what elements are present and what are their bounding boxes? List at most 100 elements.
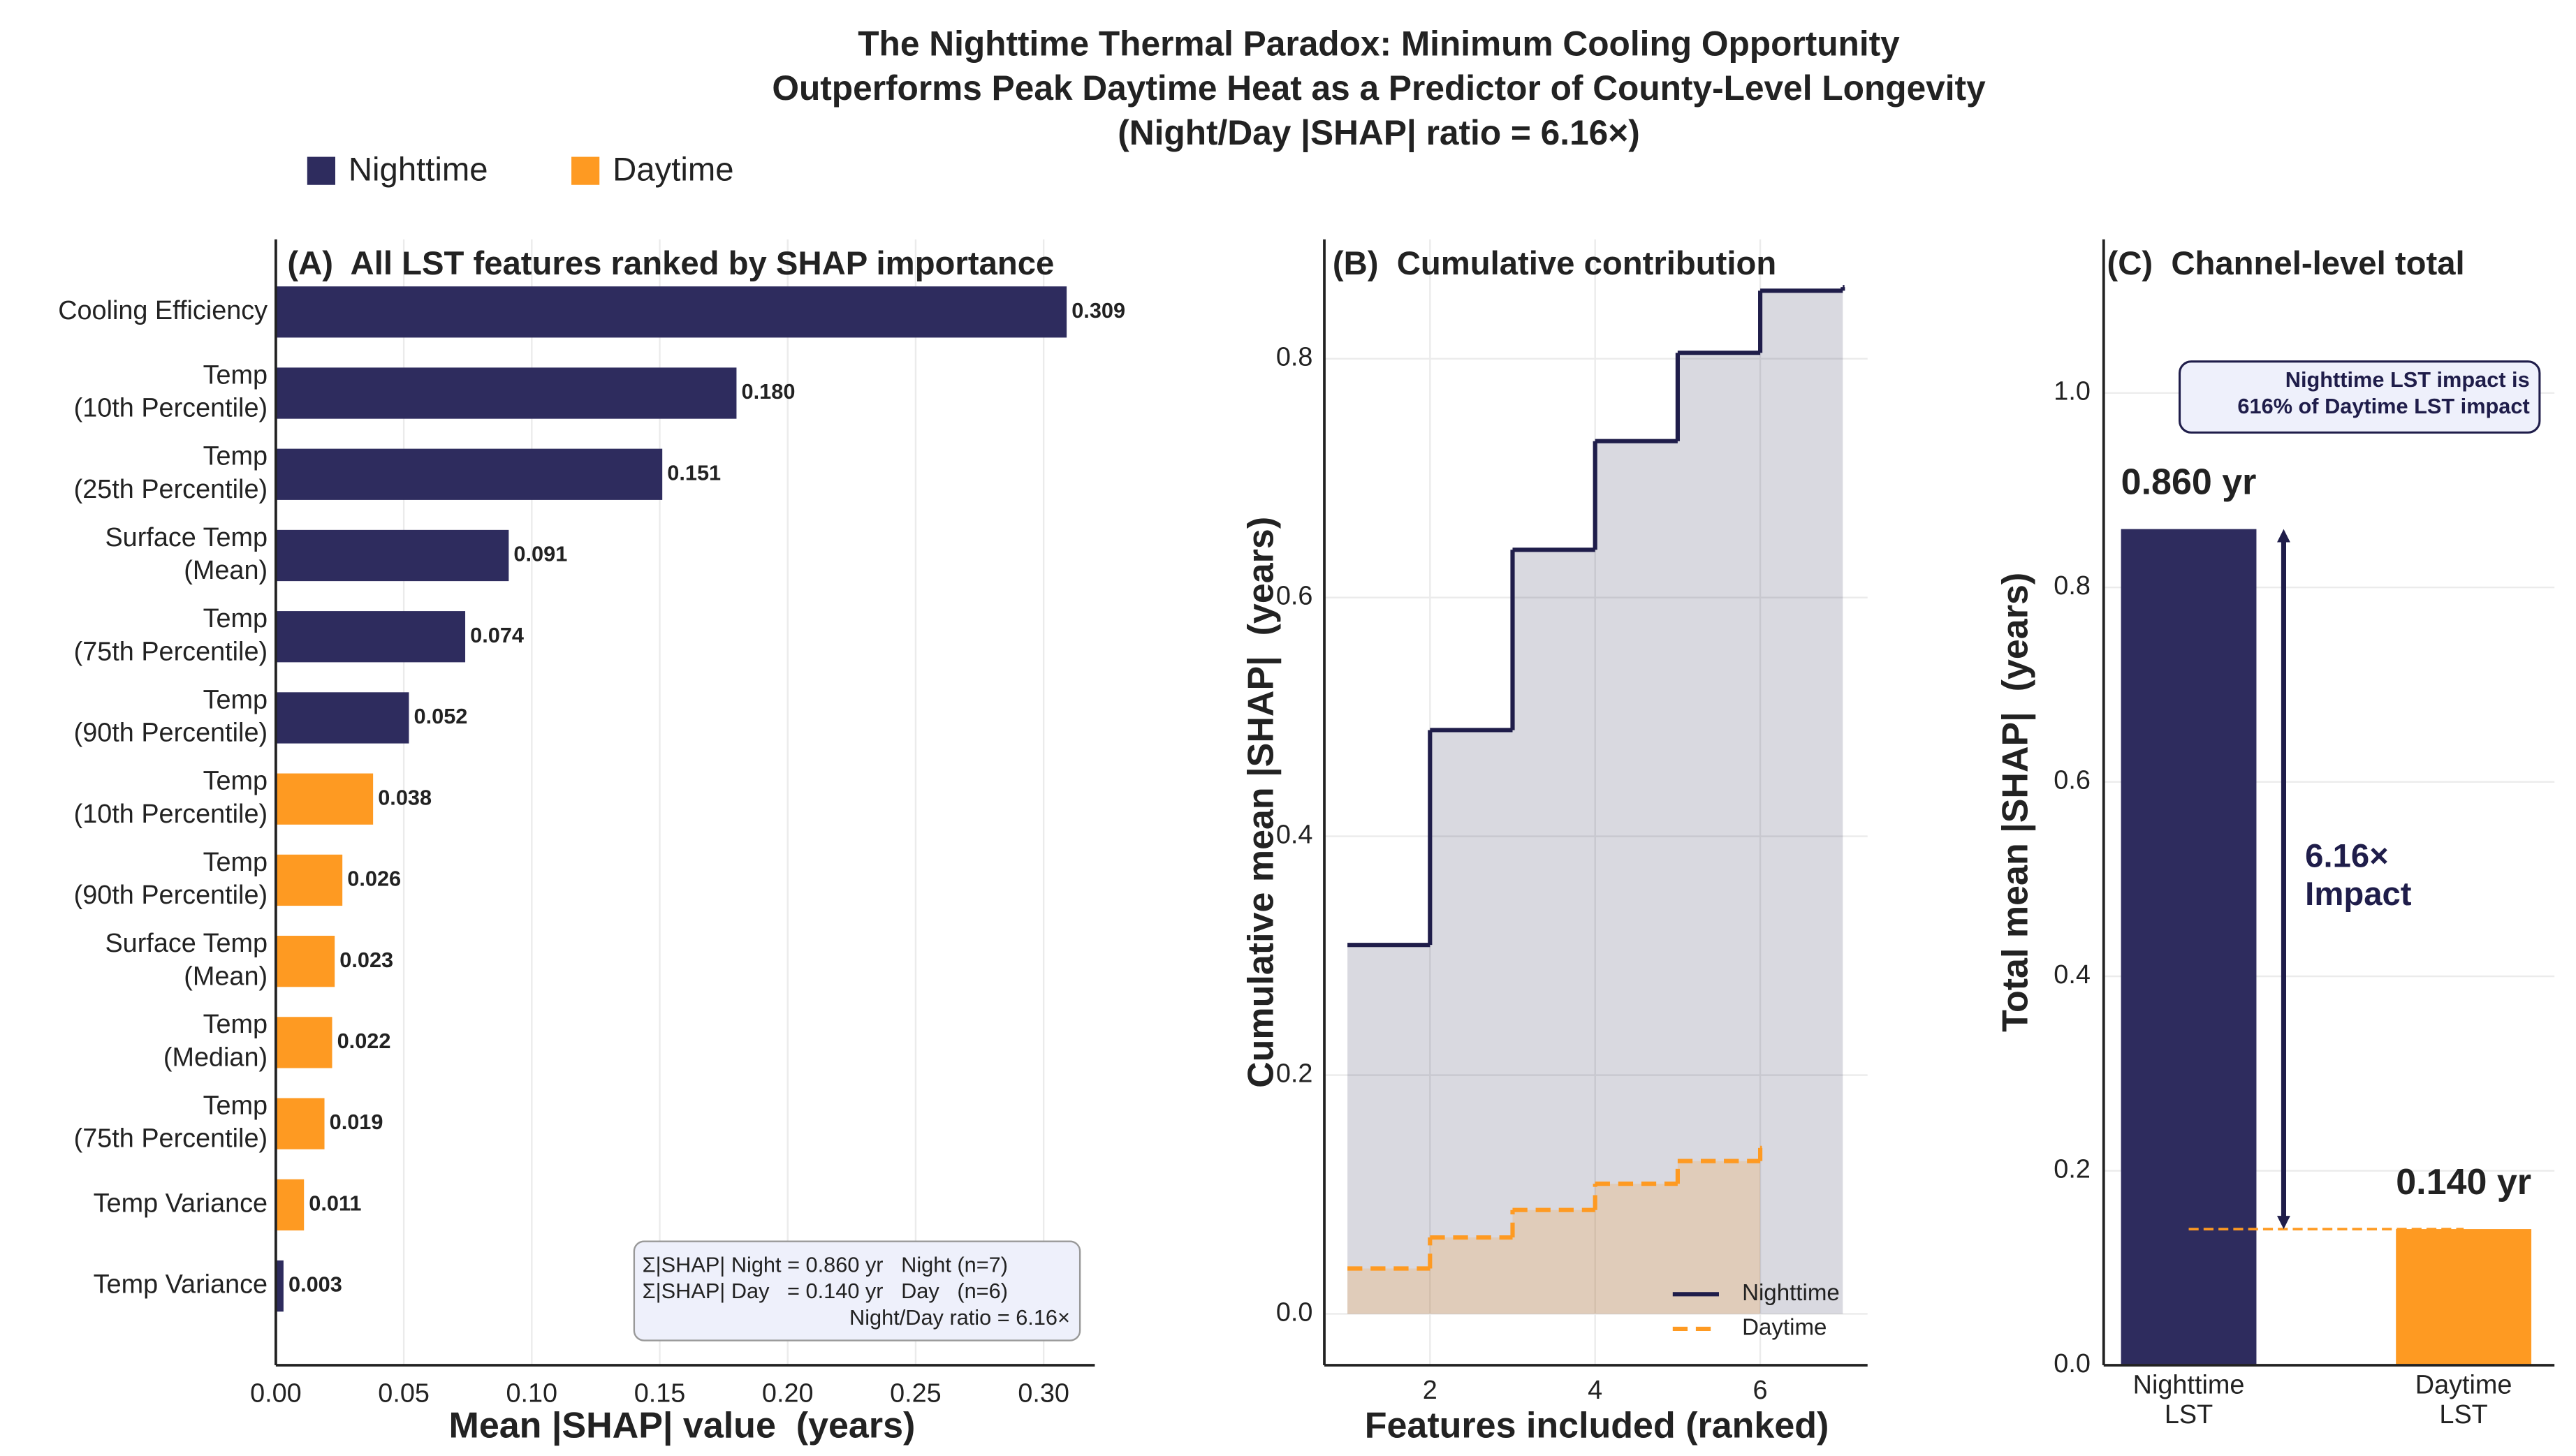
bar — [275, 286, 1067, 338]
y-tick-label: Temp — [203, 848, 268, 877]
legend-label: Daytime — [1742, 1315, 1827, 1341]
value-label: 0.003 — [288, 1272, 342, 1297]
x-tick-label: Nighttime — [2133, 1371, 2245, 1400]
figure-title: The Nighttime Thermal Paradox: Minimum C… — [858, 24, 1900, 63]
x-axis-label: Features included (ranked) — [1365, 1406, 1829, 1446]
annotation: 6.16× — [2305, 838, 2389, 875]
value-label: 0.052 — [414, 704, 468, 728]
area — [1347, 287, 1843, 1314]
annotation: Σ|SHAP| Night = 0.860 yr Night (n=7) — [643, 1252, 1008, 1277]
bar — [275, 854, 343, 906]
x-tick-label: 0.25 — [890, 1379, 942, 1409]
x-tick-label: 2 — [1423, 1376, 1437, 1405]
note: 616% of Daytime LST impact — [2237, 394, 2529, 418]
y-axis-label: Cumulative mean |SHAP| (years) — [1241, 517, 1281, 1088]
note-box — [2178, 360, 2541, 434]
bar — [275, 773, 374, 825]
y-tick-label: Temp Variance — [94, 1270, 268, 1300]
y-tick-label: (90th Percentile) — [74, 719, 268, 748]
panel-title: (C) Channel-level total — [2107, 245, 2465, 282]
x-tick-label: 0.20 — [762, 1379, 814, 1409]
x-tick-label: 0.10 — [506, 1379, 558, 1409]
value-label: 0.011 — [309, 1191, 361, 1215]
y-tick-label: (Mean) — [184, 962, 268, 991]
y-tick-label: (75th Percentile) — [74, 1124, 268, 1154]
x-tick-label: 6 — [1753, 1376, 1768, 1405]
bar — [2396, 1229, 2532, 1365]
value-label: 0.023 — [339, 948, 393, 972]
y-tick-label: 0.2 — [2054, 1155, 2091, 1184]
annotation: Impact — [2305, 876, 2412, 913]
y-tick-label: Temp — [203, 685, 268, 714]
x-tick-label: 0.00 — [250, 1379, 302, 1409]
y-tick-label: Surface Temp — [105, 929, 268, 958]
y-tick-label: Temp — [203, 767, 268, 796]
value-label: 0.180 — [742, 379, 796, 404]
y-tick-label: (75th Percentile) — [74, 637, 268, 666]
value-label: 0.074 — [470, 623, 524, 647]
x-axis-label: Mean |SHAP| value (years) — [449, 1406, 916, 1446]
y-tick-label: 0.4 — [2054, 960, 2091, 990]
bar — [275, 1179, 305, 1231]
y-tick-label: 0.2 — [1276, 1059, 1313, 1089]
figure-title: (Night/Day |SHAP| ratio = 6.16×) — [1118, 113, 1640, 153]
y-tick-label: 0.4 — [1276, 821, 1313, 850]
y-tick-label: Temp — [203, 442, 268, 471]
note: Nighttime LST impact is — [2285, 367, 2530, 392]
legend-label: Nighttime — [349, 151, 488, 188]
value-label: 0.019 — [330, 1110, 383, 1134]
y-tick-label: Temp — [203, 1091, 268, 1120]
panel-title: (B) Cumulative contribution — [1333, 245, 1776, 282]
legend-swatch — [571, 156, 600, 185]
y-tick-label: Temp — [203, 604, 268, 633]
y-tick-label: 0.0 — [1276, 1297, 1313, 1327]
y-tick-label: (10th Percentile) — [74, 394, 268, 423]
y-tick-label: (10th Percentile) — [74, 800, 268, 829]
bar — [275, 1017, 332, 1068]
y-tick-label: 0.8 — [2054, 571, 2091, 601]
panel-title: (A) All LST features ranked by SHAP impo… — [287, 245, 1054, 282]
value-label: 0.860 yr — [2121, 462, 2257, 503]
x-tick-label: 0.15 — [634, 1379, 686, 1409]
y-tick-label: 0.6 — [2054, 766, 2091, 795]
bar — [275, 1260, 284, 1312]
y-tick-label: 0.6 — [1276, 582, 1313, 611]
legend-label: Nighttime — [1742, 1280, 1840, 1306]
x-tick-label: 0.30 — [1018, 1379, 1069, 1409]
y-tick-label: Temp — [203, 1010, 268, 1039]
value-label: 0.151 — [667, 460, 721, 485]
annotation: Night/Day ratio = 6.16× — [849, 1305, 1070, 1330]
x-tick-label: LST — [2165, 1400, 2213, 1429]
y-axis-label: Total mean |SHAP| (years) — [1996, 573, 2036, 1032]
y-tick-label: (Median) — [163, 1043, 268, 1073]
value-label: 0.026 — [347, 867, 401, 891]
value-label: 0.022 — [337, 1029, 391, 1053]
area — [1347, 1147, 1761, 1314]
y-tick-label: 0.0 — [2054, 1349, 2091, 1378]
y-tick-label: 0.8 — [1276, 343, 1313, 372]
annotation-box — [633, 1240, 1081, 1341]
x-tick-label: LST — [2439, 1400, 2487, 1429]
bar — [275, 529, 509, 582]
y-tick-label: (Mean) — [184, 556, 268, 585]
bar — [275, 367, 737, 419]
value-label: 0.091 — [513, 542, 567, 566]
bar — [2121, 529, 2257, 1365]
x-tick-label: 0.05 — [378, 1379, 430, 1409]
legend-label: Daytime — [613, 151, 733, 188]
bar — [275, 692, 409, 744]
bar — [275, 1098, 325, 1149]
y-tick-label: Temp — [203, 360, 268, 390]
annotation: Σ|SHAP| Day = 0.140 yr Day (n=6) — [643, 1279, 1008, 1303]
y-tick-label: (90th Percentile) — [74, 881, 268, 910]
figure-title: Outperforms Peak Daytime Heat as a Predi… — [772, 68, 1986, 108]
legend-swatch — [307, 156, 336, 185]
value-label: 0.038 — [378, 785, 432, 809]
y-tick-label: Cooling Efficiency — [58, 296, 268, 325]
y-tick-label: Surface Temp — [105, 523, 268, 552]
bar — [275, 611, 466, 663]
y-tick-label: Temp Variance — [94, 1189, 268, 1218]
y-tick-label: 1.0 — [2054, 377, 2091, 406]
value-label: 0.140 yr — [2396, 1162, 2531, 1203]
